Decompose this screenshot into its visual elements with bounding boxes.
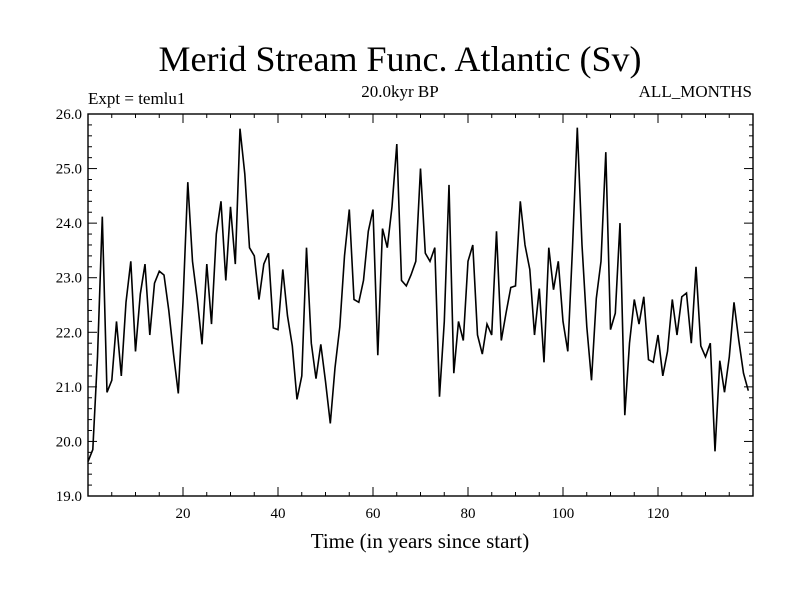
- x-tick-label: 100: [552, 506, 575, 522]
- y-tick-label: 20.0: [56, 434, 82, 450]
- months-label: ALL_MONTHS: [638, 82, 752, 101]
- x-tick-label: 60: [366, 506, 381, 522]
- y-tick-label: 22.0: [56, 325, 82, 341]
- axis-tick-labels: 19.0 20.0 21.0 22.0 23.0 24.0 25.0 26.0 20 40 60 80…: [56, 107, 670, 522]
- x-tick-label: 120: [647, 506, 670, 522]
- plot-frame: [87, 113, 754, 497]
- x-tick-label: 20: [176, 506, 191, 522]
- y-tick-label: 21.0: [56, 380, 82, 396]
- y-tick-label: 23.0: [56, 271, 82, 287]
- x-tick-label: 80: [461, 506, 476, 522]
- y-tick-label: 26.0: [56, 107, 82, 123]
- experiment-label: Expt = temlu1: [88, 89, 186, 108]
- period-label: 20.0kyr BP: [361, 82, 439, 101]
- series-line: [87, 127, 750, 462]
- y-tick-label: 19.0: [56, 489, 82, 505]
- chart-title: Merid Stream Func. Atlantic (Sv): [158, 39, 642, 79]
- x-tick-label: 40: [271, 506, 286, 522]
- y-tick-label: 25.0: [56, 162, 82, 178]
- y-tick-label: 24.0: [56, 216, 82, 232]
- x-axis-title: Time (in years since start): [311, 529, 530, 553]
